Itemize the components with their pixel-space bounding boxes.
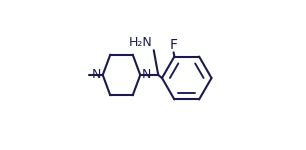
Text: N: N bbox=[92, 69, 102, 81]
Text: H₂N: H₂N bbox=[129, 36, 152, 49]
Text: N: N bbox=[141, 69, 151, 81]
Text: F: F bbox=[170, 38, 177, 52]
